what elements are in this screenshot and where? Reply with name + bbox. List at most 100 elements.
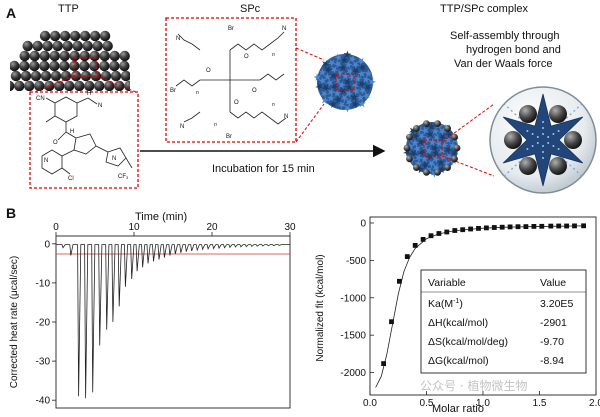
star-polymer	[344, 78, 352, 86]
ttp-sphere	[119, 60, 130, 72]
atom-n-4: N	[180, 124, 184, 130]
star-polymer	[362, 75, 371, 84]
iso-y-tick-label: -500	[346, 256, 366, 267]
table-row-dh-value: -2901	[540, 317, 567, 329]
iso-y-tick-label: 0	[360, 218, 366, 229]
ttp-sphere	[32, 40, 43, 52]
table-row-dh-label: ΔH(kcal/mol)	[428, 317, 488, 329]
star-polymer	[425, 130, 434, 139]
star-polymer	[409, 126, 418, 135]
ttp-sphere	[59, 50, 70, 62]
hydrogen-bond-dot	[542, 145, 544, 147]
iso-data-point	[499, 224, 505, 230]
star-polymer	[438, 133, 447, 142]
star-polymer	[356, 57, 365, 66]
ttp-sphere	[29, 60, 40, 72]
iso-data-point	[572, 223, 577, 229]
ttp-sphere	[69, 30, 81, 42]
itc-isotherm-chart: Normalized fit (kcal/mol) Molar ratio 0.…	[315, 216, 600, 415]
hydrogen-bond-dot	[557, 130, 560, 132]
star-polymer	[351, 100, 360, 108]
ttp-nanoparticle-image	[10, 30, 130, 91]
star-polymer	[413, 144, 421, 153]
star-polymer	[321, 96, 330, 105]
atom-nh-h: H	[70, 129, 74, 135]
hydrogen-bond-dot	[542, 121, 544, 123]
star-polymer	[325, 79, 334, 87]
atom-n-2: N	[282, 26, 286, 32]
iso-data-point	[412, 243, 418, 248]
iso-x-tick-label: 1.0	[476, 398, 490, 409]
star-polymer	[433, 133, 441, 142]
panel-a-label: A	[6, 5, 16, 21]
star-polymer	[432, 155, 440, 164]
ttp-sphere	[69, 50, 80, 62]
ttp-sphere	[104, 80, 115, 91]
ttp-sphere	[59, 30, 71, 42]
star-polymer	[345, 89, 353, 98]
star-polymer	[450, 149, 459, 158]
ttp-sphere	[434, 168, 441, 176]
ttp-molecule-structure: CN H N H N O Cl N CF3	[36, 91, 133, 182]
star-polymer	[344, 60, 353, 69]
ttp-sphere	[119, 50, 130, 62]
ttp-sphere	[406, 155, 413, 163]
iso-x-tick-label: 0.5	[420, 398, 434, 409]
iso-data-point	[397, 278, 402, 284]
ttp-sphere	[99, 60, 110, 72]
star-polymer	[333, 95, 342, 104]
star-polymer	[315, 82, 324, 91]
star-polymer	[431, 144, 439, 152]
star-polymer	[351, 61, 360, 69]
ttp-sphere	[94, 80, 105, 91]
ttp-sphere	[74, 80, 85, 91]
ttp-sphere	[49, 60, 60, 72]
ttp-sphere	[519, 105, 537, 124]
iso-data-point	[581, 223, 586, 229]
hydrogen-bond-dot	[542, 133, 544, 135]
ttp-sphere	[34, 80, 45, 91]
complex-zoom-box	[423, 139, 443, 157]
ttp-sphere	[54, 80, 65, 91]
spc-nanoparticle-image	[313, 50, 377, 113]
star-polymer	[368, 78, 377, 86]
star-polymer	[409, 150, 418, 158]
star-polymer	[428, 138, 437, 147]
atom-o: O	[53, 140, 58, 146]
star-polymer	[357, 69, 366, 78]
atom-cf3: CF3	[118, 174, 129, 180]
itc-top-xlabel: Time (min)	[135, 211, 187, 223]
star-polymer	[437, 158, 446, 167]
atom-n-ring: N	[44, 158, 48, 164]
ttp-sphere	[79, 30, 91, 42]
star-polymer	[432, 163, 441, 172]
complex-zoom-lens	[489, 86, 597, 194]
star-polymer	[330, 71, 338, 80]
spc-title: SPc	[240, 3, 261, 15]
subscript-n-1: n	[272, 52, 275, 58]
ttp-sphere	[423, 120, 430, 128]
star-polymer	[444, 135, 452, 144]
star-polymer	[333, 60, 342, 69]
thermo-table: Variable Value Ka(M-1) 3.20E5 ΔH(kcal/mo…	[420, 269, 587, 374]
iso-data-point	[452, 228, 458, 233]
ttp-sphere	[30, 70, 42, 82]
star-polymer	[427, 160, 436, 168]
atom-o-1: O	[244, 54, 249, 60]
star-polymer	[434, 139, 443, 148]
table-header-variable: Variable	[428, 277, 466, 289]
ttp-sphere	[444, 125, 451, 132]
star-polymer	[318, 68, 327, 76]
iso-x-tick-label: 0.0	[363, 398, 377, 409]
star-polymer	[420, 154, 429, 163]
ttp-sphere	[406, 133, 413, 141]
iso-xlabel: Molar ratio	[432, 403, 484, 415]
ttp-sphere	[72, 40, 83, 52]
itc-ylabel: Corrected heat rate (μcal/sec)	[9, 256, 20, 388]
hydrogen-bond-dot	[531, 133, 534, 135]
ttp-sphere	[40, 70, 52, 82]
atom-cn: CN	[36, 96, 45, 102]
star-polymer	[427, 122, 436, 131]
watermark: 公众号 · 植物微生物	[420, 378, 527, 393]
